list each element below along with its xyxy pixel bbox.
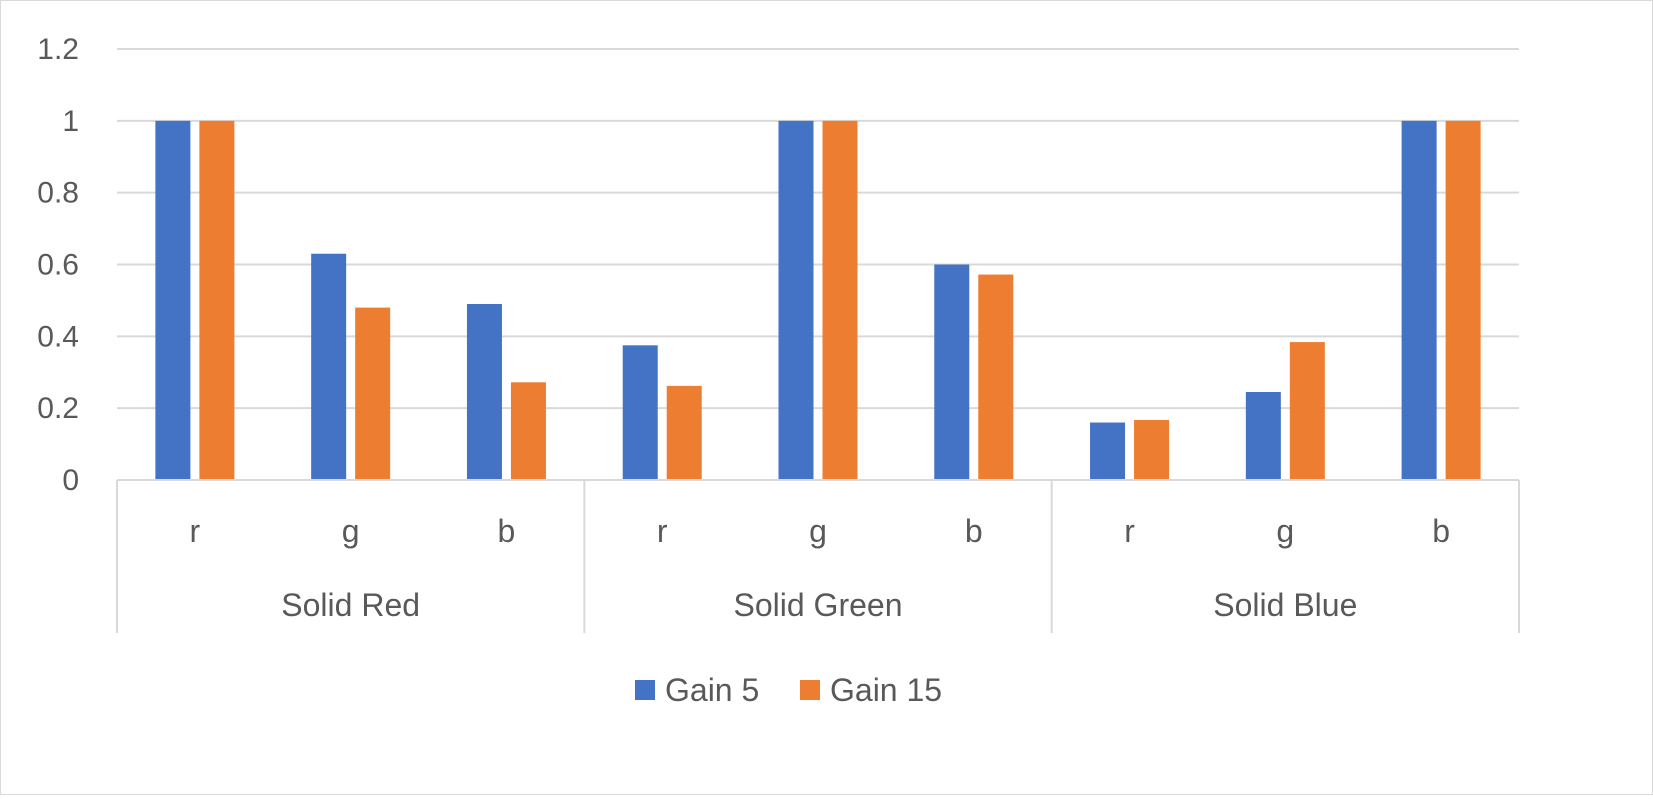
bar-gain-15 [1289, 342, 1325, 480]
bar-gain-15 [1134, 420, 1170, 480]
category-label: r [190, 513, 201, 549]
bar-gain-5 [1245, 392, 1281, 480]
bar-gain-15 [1445, 120, 1481, 480]
category-label: b [1432, 513, 1450, 549]
bar-gain-15 [510, 382, 546, 480]
group-label: Solid Red [281, 587, 420, 623]
legend: Gain 5 Gain 15 [635, 672, 942, 708]
y-tick-label: 0.4 [37, 320, 79, 353]
y-tick-label: 0.6 [37, 249, 79, 282]
y-tick-label: 1.2 [37, 33, 79, 66]
bar-gain-15 [199, 120, 235, 480]
bar-gain-15 [666, 385, 702, 480]
group-labels: Solid Red Solid Green Solid Blue [281, 587, 1357, 623]
bars [155, 120, 1481, 480]
category-label: b [498, 513, 516, 549]
legend-swatch [635, 680, 655, 700]
bar-gain-5 [155, 120, 191, 480]
y-tick-label: 0 [62, 464, 79, 497]
x-axis [116, 479, 1520, 633]
bar-gain-5 [466, 304, 502, 480]
y-tick-label: 1 [62, 105, 79, 138]
bar-gain-5 [1090, 422, 1126, 480]
category-label: g [809, 513, 827, 549]
legend-swatch [800, 680, 820, 700]
bar-gain-5 [934, 264, 970, 480]
category-label: r [657, 513, 668, 549]
bar-gain-15 [355, 307, 391, 480]
y-axis-ticks: 0 0.2 0.4 0.6 0.8 1 1.2 [37, 33, 79, 497]
gridlines [117, 48, 1519, 410]
category-label: r [1124, 513, 1135, 549]
bar-gain-5 [311, 253, 347, 480]
category-label: g [1276, 513, 1294, 549]
bar-gain-5 [622, 345, 658, 480]
group-label: Solid Green [734, 587, 903, 623]
category-label: b [965, 513, 983, 549]
y-tick-label: 0.8 [37, 177, 79, 210]
bar-gain-5 [1401, 120, 1437, 480]
bar-gain-5 [778, 120, 814, 480]
category-label: g [342, 513, 360, 549]
y-tick-label: 0.2 [37, 392, 79, 425]
bar-gain-15 [978, 274, 1014, 480]
bar-gain-15 [822, 120, 858, 480]
group-label: Solid Blue [1213, 587, 1357, 623]
legend-label: Gain 15 [830, 672, 942, 708]
legend-label: Gain 5 [665, 672, 759, 708]
